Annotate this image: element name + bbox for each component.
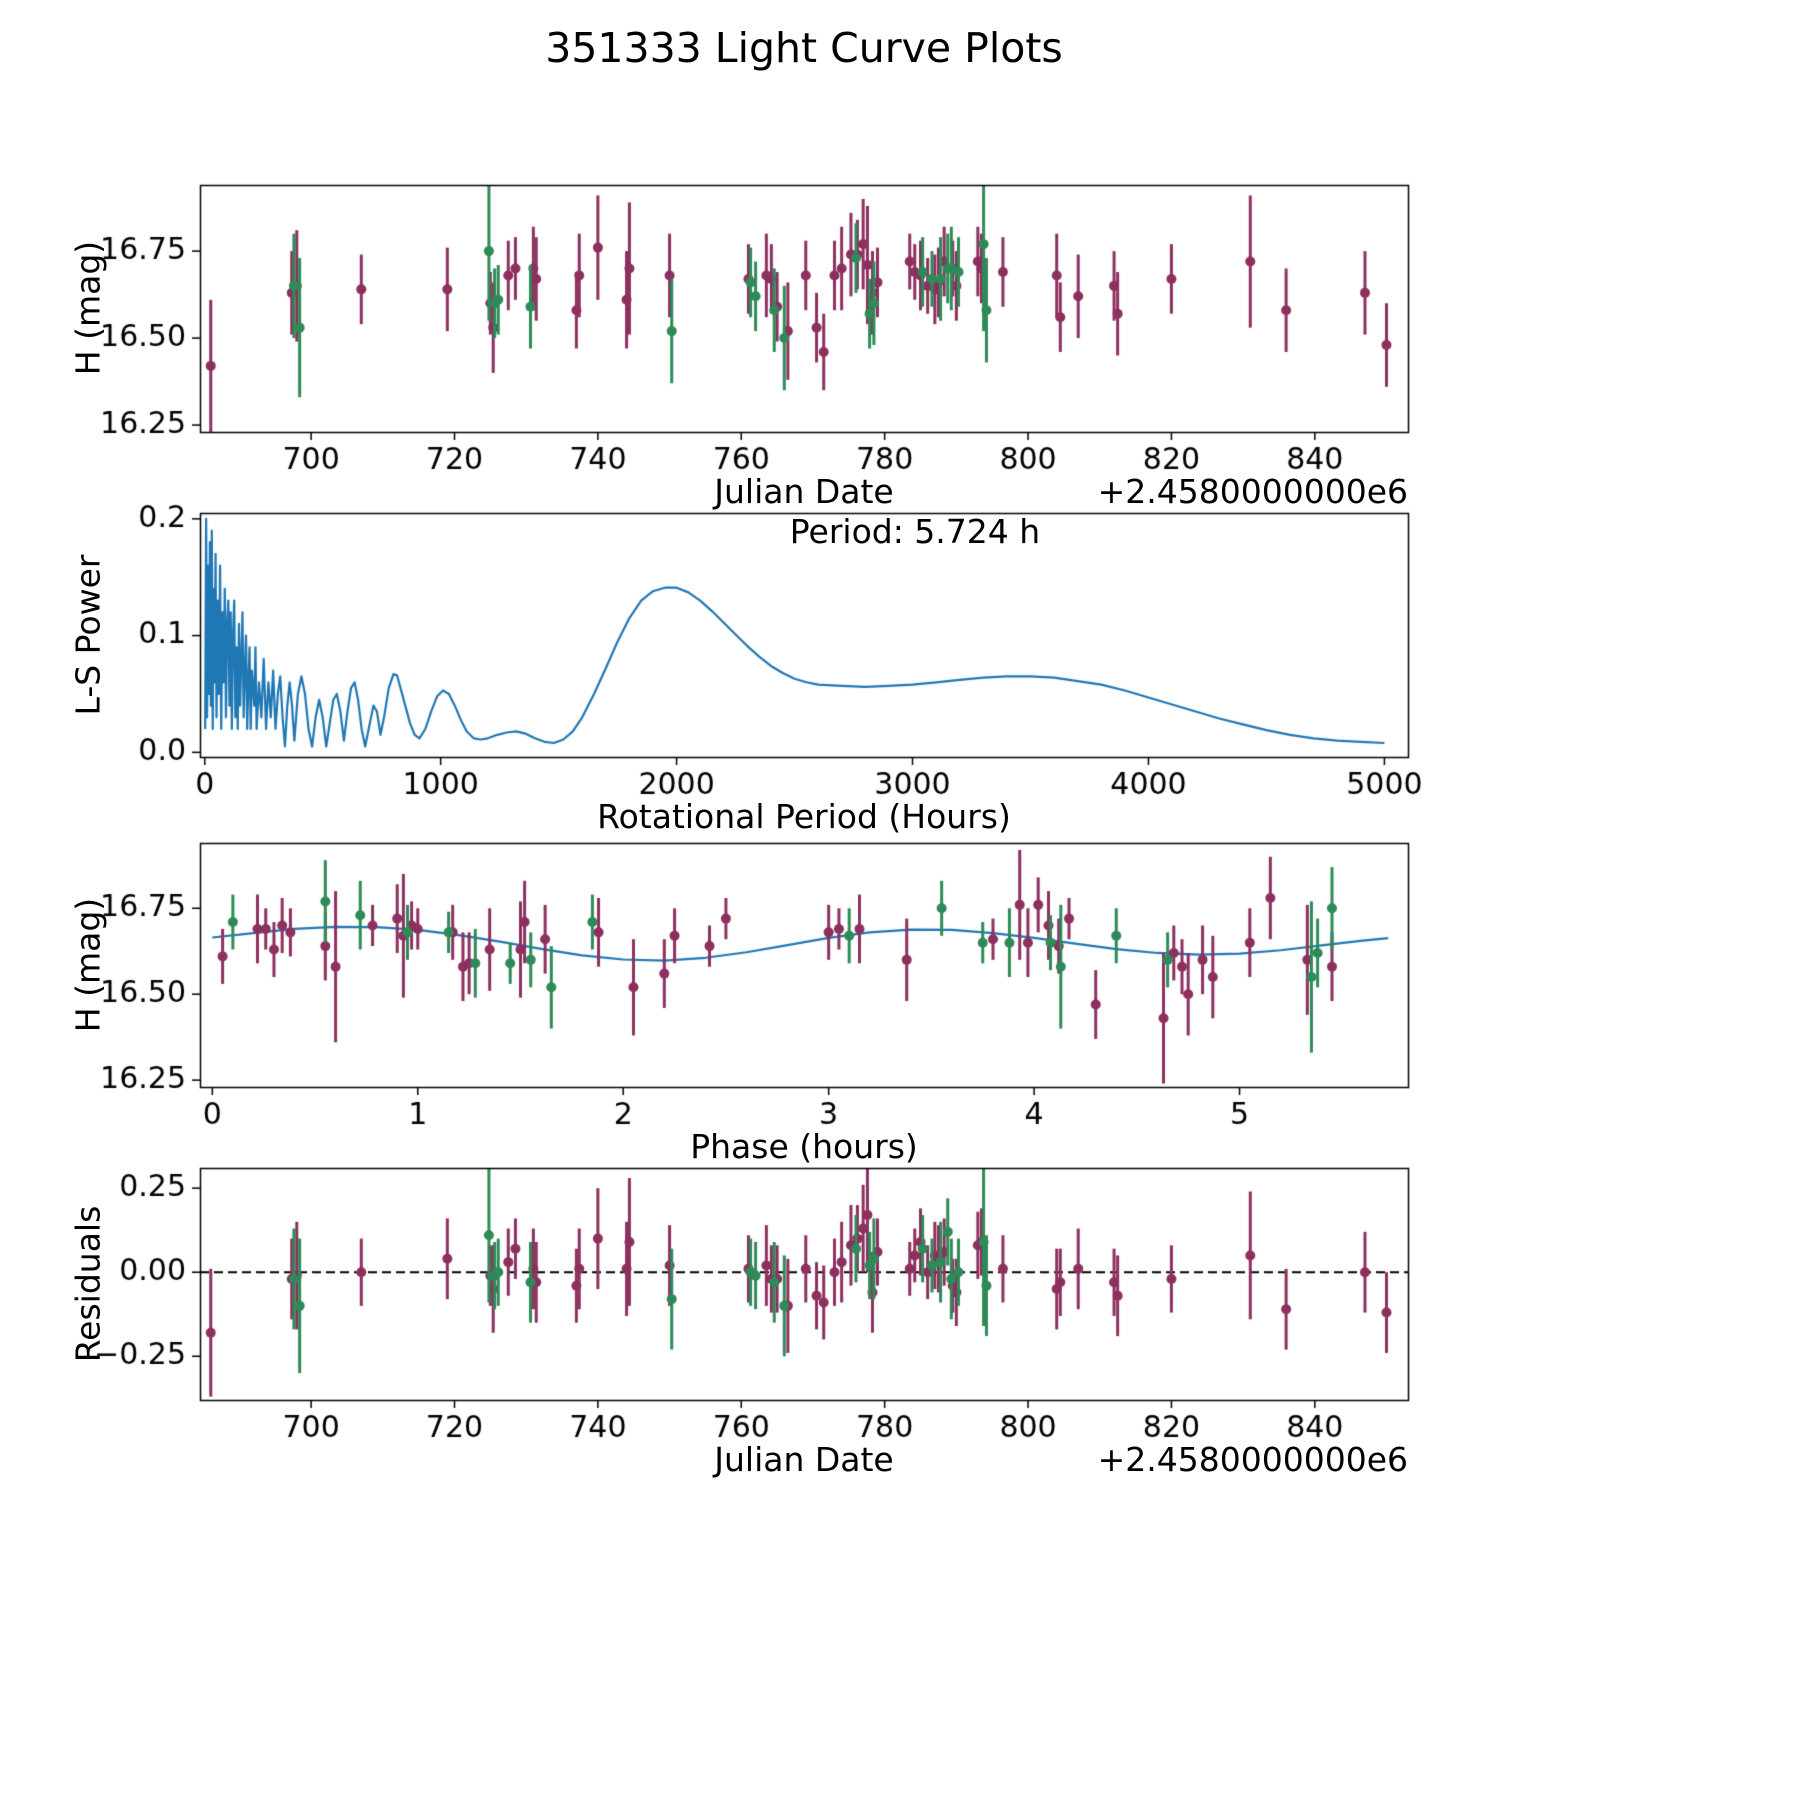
axis-label-h-mag-top: H (mag) <box>68 240 108 376</box>
axis-label-julian-date-top: Julian Date <box>714 472 894 511</box>
axis-offset-label-top: +2.4580000000e6 <box>1097 472 1408 511</box>
axis-offset-label-bottom: +2.4580000000e6 <box>1097 1440 1408 1479</box>
axis-label-residuals: Residuals <box>68 1205 108 1363</box>
axis-label-ls-power: L-S Power <box>68 554 108 716</box>
period-annotation: Period: 5.724 h <box>789 512 1041 551</box>
axis-label-julian-date-bottom: Julian Date <box>714 1440 894 1479</box>
figure-title: 351333 Light Curve Plots <box>545 24 1063 72</box>
axis-label-phase: Phase (hours) <box>690 1127 918 1166</box>
axis-label-h-mag-phase: H (mag) <box>68 897 108 1033</box>
axis-label-rotational-period: Rotational Period (Hours) <box>597 797 1011 836</box>
